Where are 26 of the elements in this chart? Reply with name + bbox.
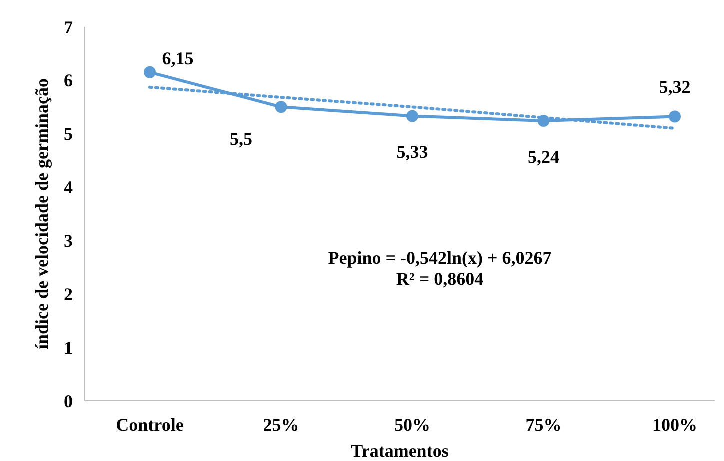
y-tick-label: 2 <box>64 284 73 304</box>
x-tick-label: 75% <box>526 415 562 435</box>
y-axis-title: índice de velocidade de germinação <box>32 78 52 350</box>
y-tick-label: 3 <box>64 231 73 252</box>
x-tick-label: Controle <box>116 415 184 435</box>
y-tick-label: 0 <box>64 391 73 412</box>
x-tick-label: 25% <box>263 415 300 435</box>
x-axis-title: Tratamentos <box>351 441 449 461</box>
data-label: 5,33 <box>396 142 428 162</box>
y-tick-label: 1 <box>64 338 73 358</box>
point <box>144 66 156 78</box>
point <box>406 110 418 122</box>
x-tick-label: 100% <box>652 415 698 435</box>
y-tick-label: 4 <box>64 178 73 198</box>
data-label: 6,15 <box>162 48 194 68</box>
y-tick-label: 6 <box>64 70 73 91</box>
y-tick-label: 7 <box>64 17 73 38</box>
y-tick-label: 5 <box>64 124 73 144</box>
point <box>669 110 681 123</box>
point <box>275 101 288 114</box>
x-tick-label: 50% <box>394 415 430 435</box>
annotation: Pepino = -0,542ln(x) + 6,0267 <box>328 248 552 268</box>
annotation: R² = 0,8604 <box>396 269 484 289</box>
data-label: 5,5 <box>230 129 252 150</box>
data-label: 5,32 <box>659 76 691 97</box>
data-label: 5,24 <box>528 147 560 168</box>
